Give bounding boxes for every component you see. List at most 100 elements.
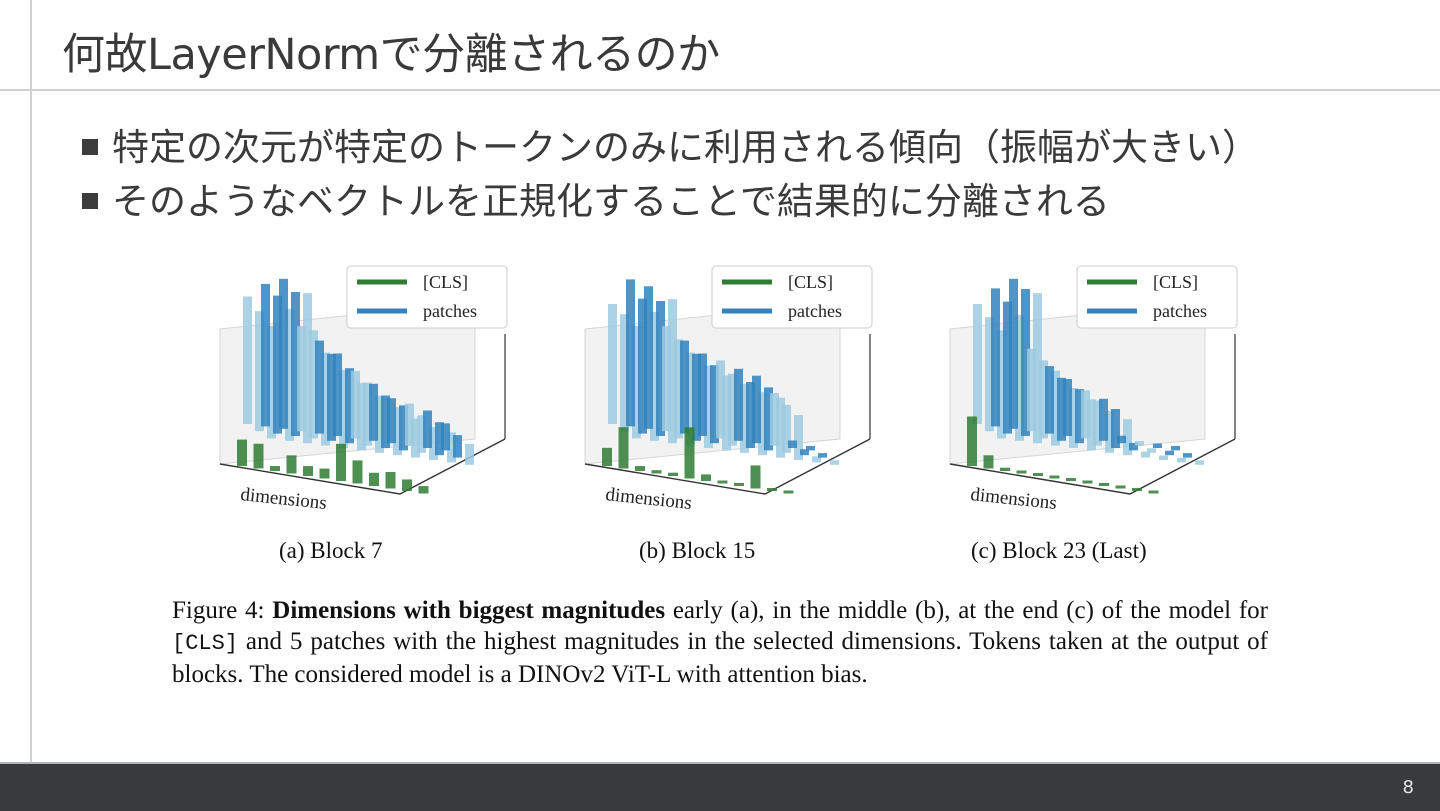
patch-bar <box>375 395 384 453</box>
slide-footer <box>0 764 1440 811</box>
figure-panel-b: dimensions [CLS] patches <box>550 254 880 524</box>
patch-bar <box>339 370 348 448</box>
patch-bar <box>1111 409 1120 448</box>
patch-bar <box>1135 441 1144 446</box>
patch-bar <box>973 304 982 424</box>
left-rule <box>30 0 32 764</box>
patch-bar <box>728 373 737 446</box>
legend-cls-label: [CLS] <box>423 272 468 292</box>
legend: [CLS] patches <box>1076 265 1238 329</box>
cls-bar <box>734 483 744 486</box>
patch-bar <box>818 453 827 458</box>
cls-bar <box>253 443 264 469</box>
patch-bar <box>1051 370 1060 446</box>
patch-bar <box>315 340 324 434</box>
patch-bar <box>650 311 659 441</box>
patch-bar <box>1081 390 1090 439</box>
panel-caption-c: (c) Block 23 (Last) <box>971 538 1147 563</box>
patch-bar <box>680 340 689 434</box>
patch-bar <box>333 353 342 436</box>
cls-bar <box>352 460 363 484</box>
legend-cls-label: [CLS] <box>788 272 833 292</box>
figure-caption: Figure 4: Dimensions with biggest magnit… <box>172 595 1268 690</box>
cls-bar <box>1115 485 1126 489</box>
patch-bar <box>656 301 665 436</box>
patch-bar <box>806 445 815 451</box>
patch-bar <box>327 353 336 441</box>
patch-bar <box>722 375 731 451</box>
patch-bar <box>686 352 695 446</box>
patch-bar <box>758 392 767 456</box>
floor-edge <box>584 438 871 495</box>
cls-bar <box>336 443 346 481</box>
patch-bar <box>1009 278 1018 429</box>
patch-bar <box>255 311 264 432</box>
patch-bar <box>788 440 797 448</box>
patch-bar <box>417 415 426 453</box>
cls-bar <box>750 465 761 489</box>
patch-bar <box>1171 445 1180 451</box>
figure-label: Figure 4: <box>172 597 265 624</box>
patch-bar <box>387 398 396 444</box>
patch-bar <box>734 368 743 441</box>
legend-patches-label: patches <box>1153 301 1207 321</box>
axis-label-dimensions: dimensions <box>239 484 327 514</box>
patch-bar <box>267 325 276 439</box>
patch-bar <box>1153 443 1162 448</box>
legend-cls-label: [CLS] <box>1153 272 1198 292</box>
cls-bar <box>635 466 645 471</box>
bullet-item: そのようなベクトルを正規化することで結果的に分離される <box>82 178 1259 232</box>
bar3d-chart-b: dimensions [CLS] patches <box>584 265 873 514</box>
cls-bar <box>1016 470 1027 474</box>
bullet-item: 特定の次元が特定のトークンのみに利用される傾向（振幅が大きい） <box>82 124 1259 178</box>
floor-edge <box>949 438 1236 495</box>
patch-bar <box>985 317 994 432</box>
cls-bar <box>1033 473 1043 476</box>
cls-bar <box>1066 478 1076 481</box>
patch-bar <box>1039 360 1048 439</box>
page-number: 8 <box>1402 777 1414 798</box>
cls-bar <box>270 466 280 471</box>
bar3d-chart-c: dimensions [CLS] patches <box>949 265 1238 514</box>
paper-figure: dimensions [CLS] patches dimensions [CLS] pa… <box>163 246 1275 690</box>
cls-bar <box>385 472 396 489</box>
patch-bar <box>668 299 677 444</box>
patch-bar <box>782 404 791 453</box>
cls-bar <box>319 468 330 479</box>
patch-bar <box>1123 419 1132 456</box>
patch-bar <box>1177 457 1186 463</box>
patch-bar <box>393 407 402 456</box>
cls-bar <box>668 472 678 476</box>
patch-bar <box>1159 455 1168 460</box>
patch-bar <box>465 443 474 465</box>
patch-bar <box>997 330 1006 439</box>
patch-bar <box>1075 389 1084 444</box>
patch-bar <box>297 326 306 432</box>
patch-bar <box>1117 435 1126 444</box>
cls-bar <box>783 490 794 494</box>
patch-bar <box>1045 366 1054 434</box>
patch-bar <box>447 432 456 463</box>
patch-bar <box>716 360 725 439</box>
patch-bar <box>1147 448 1156 453</box>
patch-bar <box>1087 399 1096 451</box>
patch-bar <box>279 278 288 429</box>
patch-bar <box>1015 314 1024 441</box>
patch-bar <box>704 365 713 448</box>
patch-bar <box>644 286 653 429</box>
patch-bar <box>794 415 803 460</box>
panel-caption-a: (a) Block 7 <box>279 538 383 563</box>
patch-bar <box>764 387 773 451</box>
patch-bar <box>363 382 372 446</box>
cls-bar <box>369 472 379 486</box>
cls-bar <box>402 479 412 491</box>
patch-bar <box>1063 379 1072 436</box>
patch-bar <box>261 283 270 427</box>
patch-bar <box>411 418 420 458</box>
patch-bar <box>357 382 366 451</box>
cls-bar <box>1082 480 1093 484</box>
patch-bar <box>453 435 462 458</box>
legend: [CLS] patches <box>711 265 873 329</box>
patch-bar <box>698 353 707 436</box>
patch-bar <box>1093 400 1102 446</box>
